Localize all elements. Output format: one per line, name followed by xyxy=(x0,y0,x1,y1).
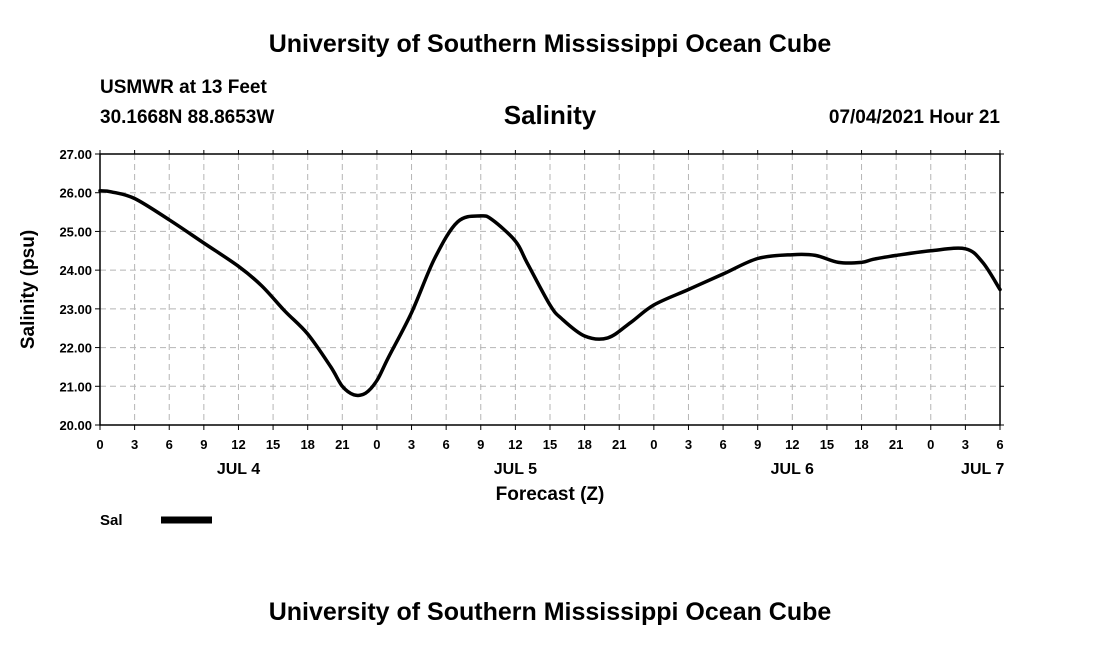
x-tick-label: 6 xyxy=(996,437,1003,452)
y-tick-label: 26.00 xyxy=(59,186,92,201)
x-tick-label: 18 xyxy=(300,437,314,452)
legend: Sal xyxy=(100,512,212,529)
x-tick-label: 0 xyxy=(96,437,103,452)
y-tick-label: 23.00 xyxy=(59,302,92,317)
x-tick-label: 6 xyxy=(443,437,450,452)
date-label: JUL 4 xyxy=(217,461,260,478)
series-layer xyxy=(98,189,1002,398)
y-tick-label: 27.00 xyxy=(59,147,92,162)
x-tick-label: 12 xyxy=(231,437,245,452)
date-label: JUL 6 xyxy=(771,461,814,478)
x-tick-label: 21 xyxy=(612,437,626,452)
x-tick-label: 21 xyxy=(335,437,349,452)
x-axis-label: Forecast (Z) xyxy=(496,484,605,505)
x-tick-label: 18 xyxy=(854,437,868,452)
x-tick-label: 0 xyxy=(927,437,934,452)
x-tick-label: 21 xyxy=(889,437,903,452)
date-label: JUL 5 xyxy=(494,461,537,478)
x-tick-label: 3 xyxy=(685,437,692,452)
page-title: University of Southern Mississippi Ocean… xyxy=(268,30,832,58)
x-tick-label: 3 xyxy=(131,437,138,452)
y-tick-label: 21.00 xyxy=(59,379,92,394)
x-tick-label: 18 xyxy=(577,437,591,452)
station-coordinates: 30.1668N 88.8653W xyxy=(100,107,275,128)
x-tick-label: 0 xyxy=(373,437,380,452)
variable-title: Salinity xyxy=(503,100,597,130)
y-tick-label: 24.00 xyxy=(59,263,92,278)
axis-ticks: 20.00 21.00 22.00 23.00 24.00 25.00 26.00 27.00… xyxy=(59,147,1004,478)
y-tick-label: 25.00 xyxy=(59,224,92,239)
x-tick-label: 3 xyxy=(408,437,415,452)
x-tick-label: 9 xyxy=(200,437,207,452)
plot-frame xyxy=(99,153,1001,426)
x-tick-label: 15 xyxy=(543,437,557,452)
x-tick-label: 12 xyxy=(508,437,522,452)
legend-label: Sal xyxy=(100,512,123,529)
x-tick-label: 15 xyxy=(820,437,834,452)
footer-title: University of Southern Mississippi Ocean… xyxy=(268,598,832,626)
y-tick-label: 22.00 xyxy=(59,341,92,356)
x-tick-label: 6 xyxy=(166,437,173,452)
x-tick-label: 9 xyxy=(754,437,761,452)
date-label: JUL 7 xyxy=(961,461,1004,478)
x-tick-label: 6 xyxy=(719,437,726,452)
x-tick-label: 12 xyxy=(785,437,799,452)
station-label: USMWR at 13 Feet xyxy=(100,77,267,98)
x-tick-label: 15 xyxy=(266,437,280,452)
x-tick-label: 0 xyxy=(650,437,657,452)
series-line-sal xyxy=(98,189,1002,398)
valid-time: 07/04/2021 Hour 21 xyxy=(828,107,1000,128)
x-tick-label: 9 xyxy=(477,437,484,452)
grid xyxy=(100,154,1000,425)
x-tick-label: 3 xyxy=(962,437,969,452)
y-axis-label: Salinity (psu) xyxy=(18,230,39,349)
y-tick-label: 20.00 xyxy=(59,418,92,433)
